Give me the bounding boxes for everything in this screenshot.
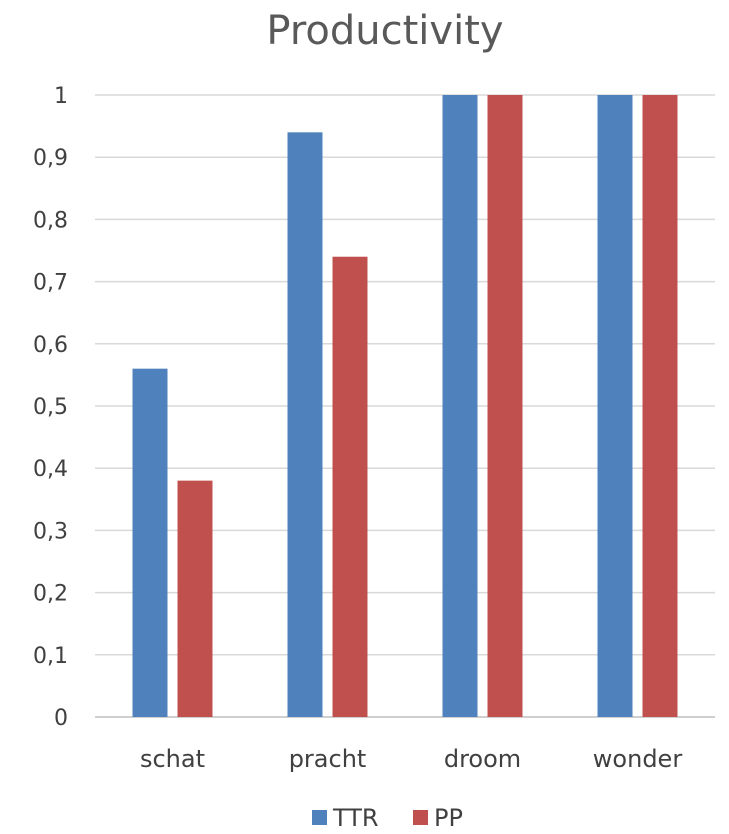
- y-tick-label: 0,4: [33, 457, 68, 482]
- y-tick-label: 0,8: [33, 208, 68, 233]
- y-tick-label: 0,2: [33, 582, 68, 607]
- legend-label-pp: PP: [434, 804, 463, 832]
- bar-ttr-wonder: [597, 95, 633, 717]
- chart-title: Productivity: [266, 8, 503, 54]
- bar-pp-pracht: [332, 256, 368, 717]
- x-category-label: pracht: [289, 745, 367, 773]
- x-axis-categories: schat pracht droom wonder: [140, 745, 682, 773]
- bar-ttr-droom: [442, 95, 478, 717]
- legend-swatch-pp: [413, 810, 428, 825]
- y-axis-ticks: 0 0,1 0,2 0,3 0,4 0,5 0,6 0,7 0,8 0,9 1: [33, 84, 68, 731]
- y-tick-label: 0,3: [33, 519, 68, 544]
- bars: [132, 95, 678, 717]
- bar-pp-wonder: [642, 95, 678, 717]
- bar-ttr-schat: [132, 368, 168, 717]
- y-tick-label: 0,1: [33, 644, 68, 669]
- y-tick-label: 0: [54, 706, 68, 731]
- y-tick-label: 1: [54, 84, 68, 109]
- y-tick-label: 0,6: [33, 333, 68, 358]
- legend-swatch-ttr: [312, 810, 327, 825]
- legend: TTR PP: [312, 804, 463, 832]
- bar-pp-schat: [177, 480, 213, 717]
- y-tick-label: 0,7: [33, 271, 68, 296]
- y-tick-label: 0,5: [33, 395, 68, 420]
- y-tick-label: 0,9: [33, 146, 68, 171]
- x-category-label: droom: [444, 745, 521, 773]
- bar-pp-droom: [487, 95, 523, 717]
- x-category-label: wonder: [593, 745, 683, 773]
- x-category-label: schat: [140, 745, 205, 773]
- legend-label-ttr: TTR: [332, 804, 379, 832]
- bar-ttr-pracht: [287, 132, 323, 717]
